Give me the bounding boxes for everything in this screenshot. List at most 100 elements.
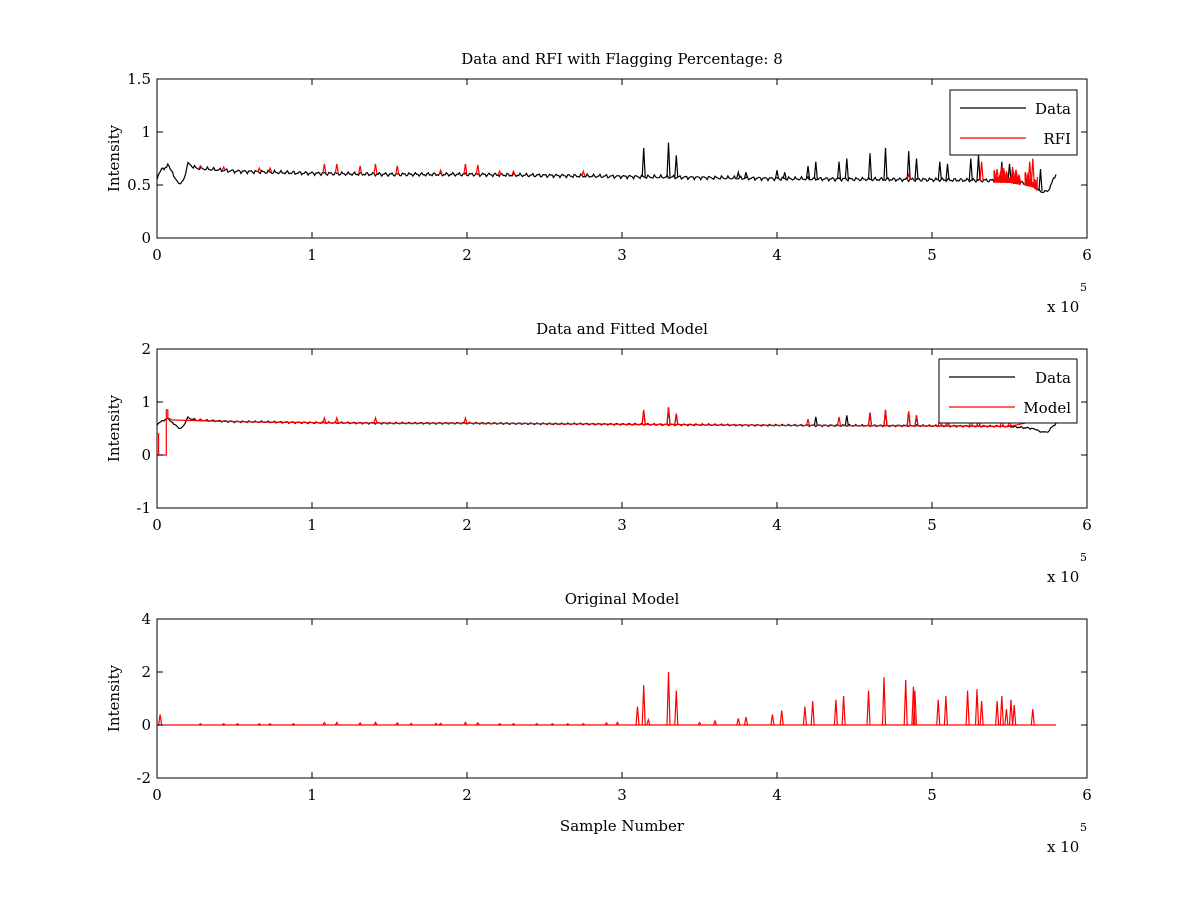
spike-model (833, 699, 838, 726)
plot-frame (156, 618, 1088, 779)
x-tick-label: 0 (152, 786, 162, 804)
chart-title: Original Model (565, 590, 680, 608)
spike-rfi (373, 163, 378, 175)
chart-title: Data and RFI with Flagging Percentage: 8 (461, 50, 783, 68)
y-axis-label: Intensity (105, 394, 123, 462)
series-rfi (198, 158, 1038, 191)
spike-model (914, 415, 919, 426)
spike-model (322, 721, 327, 726)
spike-data (1038, 169, 1043, 192)
y-axis-label: Intensity (105, 124, 123, 192)
x-tick-label: 0 (152, 516, 162, 534)
spike-model (883, 409, 888, 426)
spike-model (646, 717, 651, 726)
spike-model (463, 415, 468, 424)
spike-model (805, 418, 811, 426)
series-line-data (157, 161, 1057, 193)
spike-data (914, 158, 919, 180)
spike-data (736, 169, 741, 179)
spike-model (550, 722, 555, 726)
x-tick-label: 3 (617, 516, 627, 534)
x-tick-label: 3 (617, 786, 627, 804)
spike-data (674, 155, 679, 178)
spike-model (912, 690, 917, 726)
spike-rfi (581, 169, 586, 177)
spike-rfi (979, 161, 984, 181)
legend-box (949, 89, 1078, 156)
spike-model (158, 714, 163, 726)
spike-model (322, 415, 327, 423)
spike-rfi (395, 165, 400, 175)
spike-rfi (268, 166, 273, 173)
legend-box (938, 358, 1078, 424)
spike-model (995, 701, 1000, 726)
y-tick-label: 1 (141, 123, 151, 141)
x-exponent-base: x 10 (1047, 568, 1079, 586)
series-data (157, 142, 1057, 193)
x-tick-label: 2 (462, 786, 472, 804)
spike-rfi (511, 169, 516, 176)
spike-model (810, 701, 815, 726)
plot-area (157, 407, 1057, 456)
spike-model (291, 722, 296, 726)
x-tick-label: 2 (462, 246, 472, 264)
x-tick-label: 3 (617, 246, 627, 264)
spike-model (943, 695, 948, 726)
spike-model (866, 690, 871, 726)
series-model (157, 671, 1056, 726)
spike-model (395, 721, 400, 726)
x-exponent-power: 5 (1080, 821, 1087, 834)
spike-model (736, 718, 741, 726)
spike-model (268, 722, 272, 726)
y-tick-label: 1.5 (127, 70, 151, 88)
x-tick-label: 4 (772, 786, 782, 804)
spike-model (903, 679, 908, 726)
spike-data (641, 147, 646, 177)
spike-model (534, 722, 539, 726)
spike-model (221, 722, 226, 726)
spike-model (635, 706, 640, 726)
spike-data (813, 161, 818, 179)
spike-rfi (322, 163, 327, 174)
spike-model (965, 690, 970, 726)
spike-model (615, 721, 620, 726)
spike-model (674, 413, 679, 425)
rfi-burst (1024, 171, 1038, 191)
x-tick-label: 5 (927, 786, 937, 804)
spike-model (1004, 709, 1009, 726)
x-exponent-base: x 10 (1047, 838, 1079, 856)
spike-model (373, 721, 378, 726)
legend-label-rfi: RFI (1043, 130, 1071, 148)
spike-data (937, 161, 942, 180)
legend: Data Model (938, 358, 1078, 424)
y-tick-label: 0 (141, 446, 151, 464)
spike-data (844, 415, 849, 426)
x-tick-label: 1 (307, 516, 317, 534)
x-tick-label: 5 (927, 516, 937, 534)
plot-area (157, 671, 1056, 726)
spike-model (841, 695, 846, 726)
spike-model (475, 721, 480, 726)
spike-data (945, 163, 950, 180)
y-tick-label: -2 (136, 769, 151, 787)
spike-model (604, 721, 609, 726)
x-exponent-power: 5 (1080, 281, 1087, 294)
chart-title: Data and Fitted Model (536, 320, 708, 338)
spike-model (334, 721, 339, 726)
x-tick-label: 6 (1082, 786, 1092, 804)
spike-data (883, 147, 888, 180)
legend-label-data: Data (1035, 100, 1071, 118)
spike-model (438, 722, 443, 726)
spike-rfi (257, 166, 262, 173)
y-tick-label: 0.5 (127, 176, 151, 194)
spike-model (497, 722, 502, 726)
x-tick-label: 6 (1082, 246, 1092, 264)
y-tick-label: 2 (141, 340, 151, 358)
spike-model (1012, 705, 1017, 726)
x-tick-label: 4 (772, 246, 782, 264)
spike-data (1007, 163, 1012, 181)
spike-model (1030, 709, 1035, 726)
